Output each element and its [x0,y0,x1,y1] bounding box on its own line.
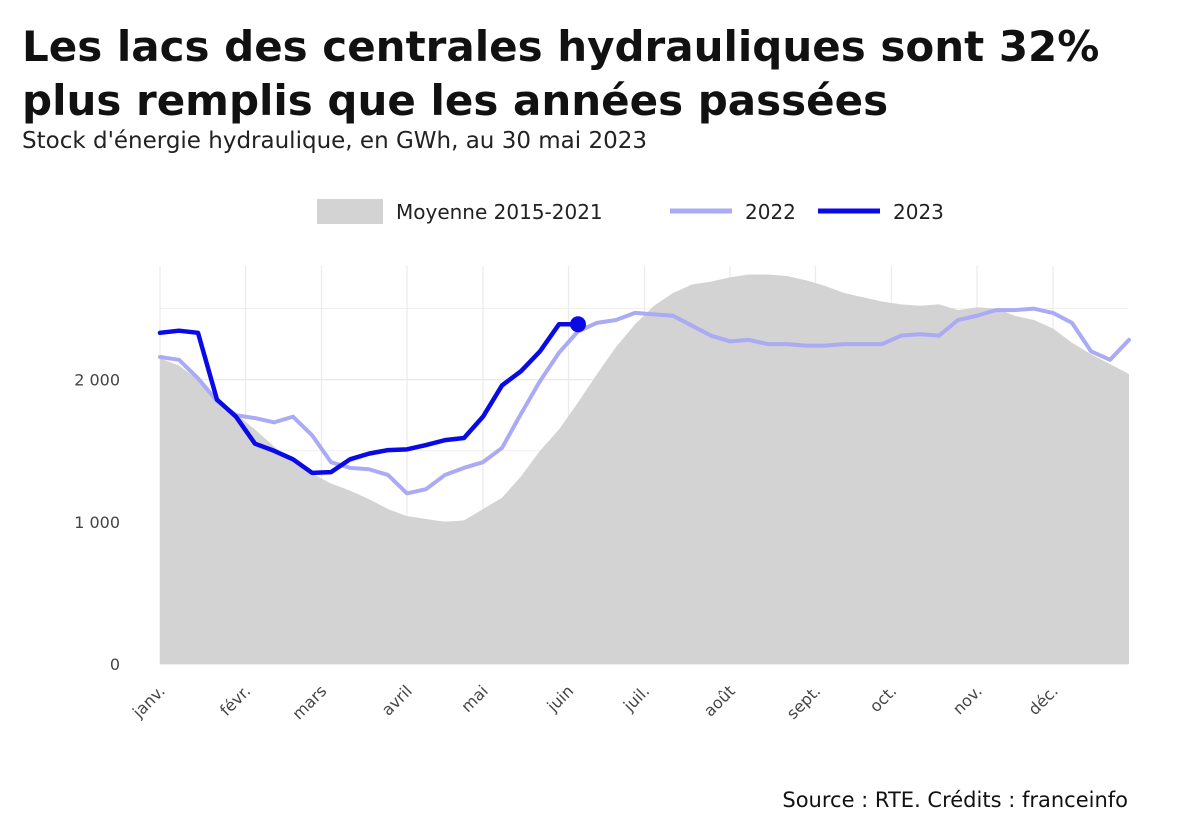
y-tick-label: 0 [110,655,120,674]
x-tick-label: nov. [949,681,986,718]
chart-subtitle: Stock d'énergie hydraulique, en GWh, au … [22,128,648,154]
series-line-2022 [158,306,1131,496]
x-tick-label: août [700,681,739,720]
legend-label-moyenne: Moyenne 2015-2021 [396,200,603,224]
legend-swatch-moyenne [317,199,383,224]
legend-label-2022: 2022 [745,200,796,224]
x-tick-label: févr. [216,681,254,719]
legend-label-2023: 2023 [893,200,944,224]
x-tick-label: déc. [1024,681,1061,718]
x-tick-label: sept. [783,681,825,723]
series-lines-layer [157,306,1131,496]
series-line-2023 [157,322,581,476]
x-tick-label: oct. [866,681,901,716]
y-tick-label: 1 000 [74,513,120,532]
series-2023-last-point [570,316,586,333]
x-tick-label: avril [378,681,416,719]
average-area-layer [160,274,1129,664]
source-credit: Source : RTE. Crédits : franceinfo [782,788,1128,812]
x-tick-label: juin [543,681,578,716]
chart-title: Les lacs des centrales hydrauliques sont… [22,22,1100,125]
y-axis-ticks: 0 1 000 2 000 [74,371,120,674]
series-area-moyenne-2015-2021 [160,274,1129,664]
y-tick-label: 2 000 [74,371,120,390]
x-tick-label: juil. [619,681,653,715]
x-tick-label: mai [457,681,492,716]
x-tick-label: janv. [128,681,169,722]
x-tick-label: mars [288,681,330,723]
x-axis-ticks: janv. févr. mars avril mai juin juil. août sept.… [128,681,1062,723]
chart-legend: Moyenne 2015-2021 2022 2023 [317,199,944,224]
